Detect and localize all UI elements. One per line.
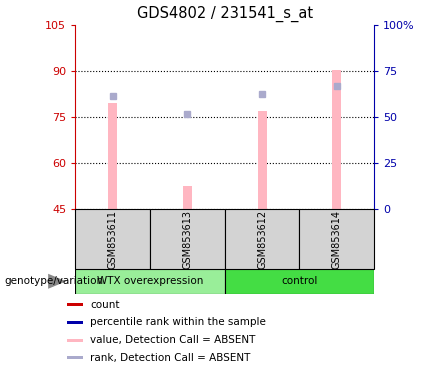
Text: control: control: [281, 276, 318, 286]
Bar: [67, 356, 83, 359]
Text: GSM853612: GSM853612: [257, 210, 267, 268]
Bar: [224, 269, 374, 294]
Bar: [75, 269, 224, 294]
Bar: [108, 103, 117, 209]
Text: percentile rank within the sample: percentile rank within the sample: [90, 317, 266, 327]
Bar: [67, 321, 83, 324]
Bar: [150, 209, 224, 269]
Bar: [183, 186, 192, 209]
Polygon shape: [48, 274, 66, 289]
Text: count: count: [90, 300, 120, 310]
Text: genotype/variation: genotype/variation: [4, 276, 104, 286]
Text: WTX overexpression: WTX overexpression: [97, 276, 203, 286]
Text: GSM853614: GSM853614: [332, 210, 342, 268]
Text: GSM853611: GSM853611: [108, 210, 118, 268]
Bar: [67, 303, 83, 306]
Text: value, Detection Call = ABSENT: value, Detection Call = ABSENT: [90, 335, 256, 345]
Bar: [299, 209, 374, 269]
Title: GDS4802 / 231541_s_at: GDS4802 / 231541_s_at: [137, 6, 313, 22]
Bar: [75, 209, 150, 269]
Text: GSM853613: GSM853613: [182, 210, 192, 268]
Bar: [258, 111, 267, 209]
Bar: [332, 70, 341, 209]
Bar: [67, 339, 83, 342]
Bar: [224, 209, 299, 269]
Text: rank, Detection Call = ABSENT: rank, Detection Call = ABSENT: [90, 353, 251, 363]
